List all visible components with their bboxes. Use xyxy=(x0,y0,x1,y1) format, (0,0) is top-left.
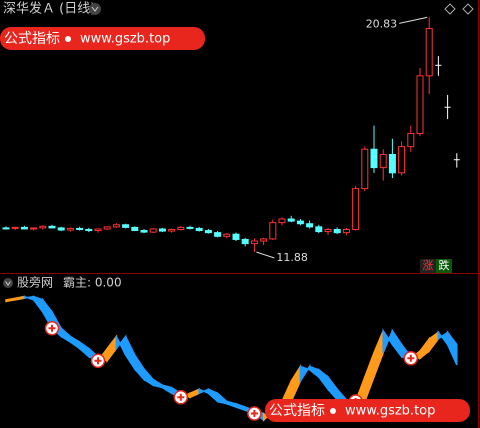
candle-body xyxy=(186,226,194,229)
band-segment xyxy=(446,330,458,366)
candle-body xyxy=(57,227,65,231)
indicator-value: 霸主: 0.00 xyxy=(63,276,122,290)
candle-body xyxy=(204,230,212,234)
candle-body xyxy=(39,225,47,229)
watermark-label: 公式指标 xyxy=(4,31,60,47)
legend-box xyxy=(420,259,436,273)
legend-down: 跌 xyxy=(439,258,450,272)
candle-body xyxy=(315,226,323,233)
watermark-pill xyxy=(265,399,470,422)
candle-body xyxy=(94,228,102,232)
indicator-title: 股旁网 xyxy=(17,275,53,290)
legend-box xyxy=(436,259,452,273)
candle-body xyxy=(85,228,93,232)
watermark-url: www.gszb.top xyxy=(345,404,435,419)
candle-body xyxy=(20,226,28,230)
candle-body xyxy=(2,227,10,230)
min-label: 11.88 xyxy=(276,251,308,264)
dropdown-icon[interactable] xyxy=(3,278,13,288)
candle-body xyxy=(30,227,38,230)
watermark-label: 公式指标 xyxy=(269,403,325,419)
candle-body xyxy=(232,233,240,240)
candle-body xyxy=(241,238,249,245)
candle-body xyxy=(158,228,166,232)
candle-body xyxy=(76,227,84,230)
candle-body xyxy=(195,227,203,232)
buy-signal-cross xyxy=(177,393,185,401)
candle-body xyxy=(407,133,415,148)
candle-body xyxy=(131,226,139,232)
candle-body xyxy=(398,146,406,174)
candle-body xyxy=(48,225,56,229)
candle-body xyxy=(342,228,350,234)
candle-body xyxy=(333,228,341,234)
candle-body xyxy=(296,220,304,225)
candle-body xyxy=(103,226,111,230)
candle-body xyxy=(416,75,424,134)
watermark-pill xyxy=(0,27,205,50)
candle-body xyxy=(324,228,332,233)
candle-body xyxy=(278,218,286,224)
candle-body xyxy=(379,153,387,169)
watermark-dot xyxy=(65,36,71,42)
watermark-url: www.gszb.top xyxy=(80,32,170,47)
candle-body xyxy=(223,233,231,237)
chart-title: 深华发Ａ (日线) xyxy=(3,1,95,17)
candle-body xyxy=(269,222,277,240)
watermark: 公式指标 www.gszb.top 公式指标 www.gszb.top xyxy=(0,27,470,422)
tool-icon[interactable] xyxy=(444,3,456,15)
candle-body xyxy=(112,224,120,228)
candle-body xyxy=(361,148,369,190)
dropdown-icon[interactable] xyxy=(89,3,101,15)
watermark-dot xyxy=(330,408,336,414)
candle-body xyxy=(370,148,378,169)
candle-body xyxy=(11,226,19,229)
max-label: 20.83 xyxy=(366,17,398,30)
candle-body xyxy=(177,226,185,230)
candle-body xyxy=(260,238,268,242)
candle-body xyxy=(66,227,74,231)
candle-body xyxy=(250,240,258,245)
buy-signal-cross xyxy=(250,410,258,418)
candle-body xyxy=(149,228,157,233)
annotation-arrow xyxy=(256,251,275,259)
candle-body xyxy=(168,228,176,232)
candle-body xyxy=(306,223,314,228)
candle-body xyxy=(122,224,130,228)
annotation-arrow xyxy=(399,16,428,24)
legend-up: 涨 xyxy=(423,259,434,272)
buy-signal-cross xyxy=(94,357,102,365)
dropdown-arrow xyxy=(5,281,11,286)
candle-body xyxy=(214,232,222,237)
dropdown-arrow xyxy=(91,6,99,12)
buy-signal-cross xyxy=(407,354,415,362)
candle-body xyxy=(287,218,295,222)
candle-body xyxy=(425,28,433,77)
buy-signal-cross xyxy=(48,324,56,332)
tool-icon[interactable] xyxy=(462,3,474,15)
candle-body xyxy=(352,188,360,230)
candle-body xyxy=(388,153,396,174)
candle-body xyxy=(140,230,148,233)
